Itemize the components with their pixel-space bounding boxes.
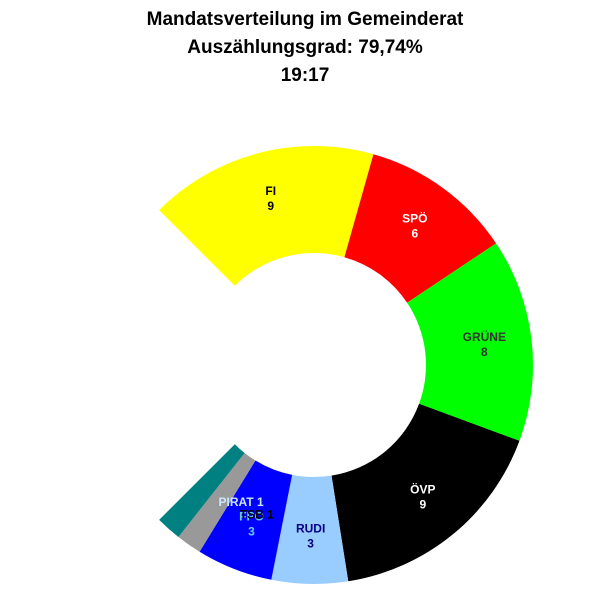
label-gruene-name: GRÜNE bbox=[463, 329, 506, 344]
segment-spoe bbox=[344, 154, 497, 303]
segment-fi bbox=[159, 146, 374, 286]
label-spoe-name: SPÖ bbox=[402, 210, 427, 225]
chart-time: 19:17 bbox=[280, 65, 330, 86]
chart-titles: Mandatsverteilung im Gemeinderat Auszähl… bbox=[0, 6, 610, 90]
chart-title: Mandatsverteilung im Gemeinderat bbox=[146, 9, 464, 30]
label-rudi-name: RUDI bbox=[296, 521, 325, 535]
label-fpoe-name: FPÖ bbox=[239, 509, 264, 524]
label-fi-value: 9 bbox=[267, 199, 274, 213]
segment-pirat bbox=[159, 444, 245, 537]
label-tsb-name: TSB bbox=[240, 507, 264, 521]
label-oevp: ÖVP 9 bbox=[410, 482, 435, 512]
label-rudi-value: 3 bbox=[307, 536, 314, 550]
label-fi: FI 9 bbox=[265, 184, 276, 213]
label-gruene-value: 8 bbox=[481, 345, 488, 359]
label-pirat: PIRAT 1 bbox=[219, 495, 264, 509]
chart-subtitle: Auszählungsgrad: 79,74% bbox=[187, 37, 423, 58]
segment-gruene bbox=[407, 243, 534, 441]
segment-fpoe bbox=[199, 460, 293, 580]
segment-rudi bbox=[271, 474, 349, 584]
label-tsb-value: 1 bbox=[264, 507, 274, 521]
segment-oevp bbox=[331, 403, 520, 582]
label-oevp-name: ÖVP bbox=[410, 482, 435, 497]
label-pirat-name: PIRAT bbox=[219, 495, 255, 509]
label-spoe: SPÖ 6 bbox=[402, 210, 427, 240]
label-oevp-value: 9 bbox=[419, 498, 426, 512]
label-spoe-value: 6 bbox=[411, 226, 418, 240]
label-fpoe: FPÖ 3 bbox=[239, 509, 264, 539]
label-pirat-value: 1 bbox=[254, 495, 264, 509]
label-fpoe-value: 3 bbox=[248, 525, 255, 539]
segment-tsb bbox=[178, 452, 256, 552]
label-gruene: GRÜNE 8 bbox=[463, 329, 506, 359]
label-tsb: TSB 1 bbox=[240, 507, 274, 521]
label-fi-name: FI bbox=[265, 184, 276, 198]
label-rudi: RUDI 3 bbox=[296, 521, 325, 550]
chart-segments bbox=[159, 146, 534, 584]
